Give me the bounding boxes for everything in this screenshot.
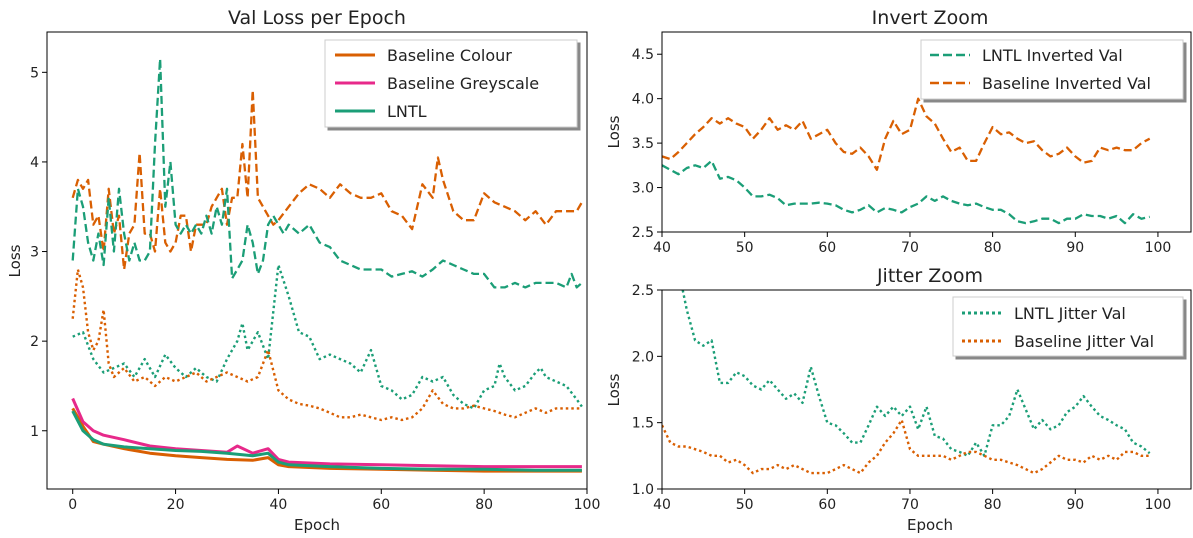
legend: LNTL Inverted Val Baseline Inverted Val [920,39,1184,100]
legend: LNTL Jitter Val Baseline Jitter Val [952,296,1184,357]
chart-invert-zoom: Invert Zoom 40 50 60 70 80 90 100 2.5 3.0 3.5 4.0… [605,7,1192,256]
chart-title: Val Loss per Epoch [228,7,406,29]
x-tick-label: 70 [901,497,919,513]
y-tick-label: 4.5 [632,47,654,63]
plot-frame [46,31,588,490]
plot-frame [661,289,1192,490]
legend-entry: Baseline Inverted Val [930,74,1151,93]
x-tick-label: 20 [167,497,185,513]
y-axis-label: Loss [6,244,24,277]
series-line [72,263,583,410]
x-axis-label: Epoch [294,516,340,534]
series-line [662,97,1151,171]
legend-entry: LNTL Inverted Val [930,46,1123,65]
legend-label: Baseline Greyscale [387,74,539,93]
series-line [71,89,583,271]
y-tick-label: 1 [30,424,39,440]
series-line [71,268,582,422]
series-line [662,159,1150,225]
y-tick-label: 4.0 [632,92,654,108]
x-tick-label: 50 [736,497,754,513]
x-tick-label: 0 [68,497,77,513]
x-tick-label: 60 [818,497,836,513]
legend-entry: LNTL Jitter Val [962,304,1126,323]
x-tick-label: 90 [1066,497,1084,513]
y-axis-label: Loss [605,115,623,148]
legend-label: Baseline Colour [387,46,512,65]
y-tick-label: 1.0 [632,482,654,498]
y-tick-label: 2 [30,334,39,350]
legend-box [920,39,1184,100]
legend-entry: Baseline Greyscale [335,74,539,93]
plot-frame [661,31,1192,233]
y-tick-label: 1.5 [632,416,654,432]
x-tick-label: 50 [736,240,754,256]
legend-label: LNTL Jitter Val [1014,304,1126,323]
y-tick-label: 3 [30,245,39,261]
y-tick-label: 2.5 [632,283,654,299]
x-tick-label: 80 [475,497,493,513]
legend-label: Baseline Jitter Val [1014,332,1154,351]
series-line [71,397,582,469]
x-tick-label: 100 [1145,497,1172,513]
legend-entry: Baseline Jitter Val [962,332,1154,351]
y-tick-label: 2.0 [632,349,654,365]
x-tick-label: 90 [1066,240,1084,256]
x-tick-label: 80 [984,240,1002,256]
x-tick-label: 40 [653,497,671,513]
y-tick-label: 2.5 [632,225,654,241]
series-line [71,410,582,472]
x-tick-label: 100 [1145,240,1172,256]
series-line [71,407,582,473]
legend: Baseline Colour Baseline Greyscale LNTL [324,39,578,128]
y-axis-label: Loss [605,373,623,406]
legend-label: LNTL Inverted Val [982,46,1123,65]
x-tick-label: 70 [901,240,919,256]
x-axis-label: Epoch [907,516,953,534]
legend-label: Baseline Inverted Val [982,74,1151,93]
chart-val-loss: Val Loss per Epoch 0 20 40 60 80 100 1 2 3 4 5 Ep… [6,7,600,534]
chart-jitter-zoom: Jitter Zoom 40 50 60 70 80 90 100 1.0 1.5 2.0 2.5… [605,265,1192,534]
chart-title: Jitter Zoom [876,265,983,287]
series-line [662,418,1150,475]
x-tick-label: 40 [653,240,671,256]
legend-entry: LNTL [335,102,427,121]
y-tick-label: 3.5 [632,136,654,152]
series-line [681,290,1151,457]
y-tick-label: 4 [30,155,39,171]
y-tick-label: 5 [30,65,39,81]
x-tick-label: 60 [372,497,390,513]
legend-entry: Baseline Colour [335,46,512,65]
legend-box [952,296,1184,357]
legend-label: LNTL [387,102,427,121]
x-tick-label: 80 [984,497,1002,513]
chart-title: Invert Zoom [872,7,989,29]
y-tick-label: 3.0 [632,181,654,197]
x-tick-label: 60 [818,240,836,256]
x-tick-label: 40 [270,497,288,513]
series-line [71,57,583,289]
x-tick-label: 100 [574,497,601,513]
